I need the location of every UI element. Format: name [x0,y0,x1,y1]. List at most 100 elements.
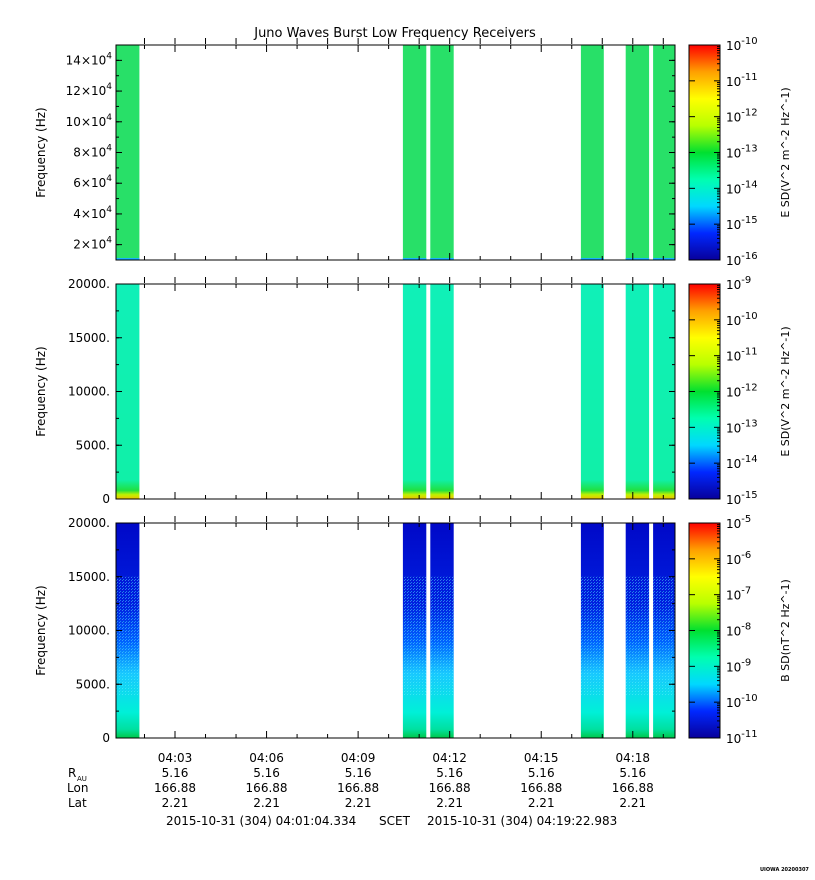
footer-scet-label: SCET [379,814,411,828]
y-tick-label: 6×104 [73,174,112,190]
spectrogram-noise [430,576,454,695]
footer-end-time: 2015-10-31 (304) 04:19:22.983 [427,814,617,828]
spectrogram-burst [625,284,650,499]
ephemeris-lon-value: 166.88 [337,781,379,795]
x-tick-label: 04:03 [158,751,193,765]
y-tick-label: 10000. [68,624,110,638]
colorbar-tick-label: 10-9 [726,657,751,674]
ephemeris-lon-value: 166.88 [612,781,654,795]
chart-title: Juno Waves Burst Low Frequency Receivers [253,26,536,41]
ephemeris-r-value: 5.16 [528,766,555,780]
y-tick-label: 10000. [68,385,110,399]
colorbar-tick-label: 10-12 [726,383,758,400]
spectrogram-noise [116,576,140,695]
ephemeris-lat-value: 2.21 [528,796,555,810]
x-tick-label: 04:09 [341,751,376,765]
colorbar-tick-label: 10-5 [726,514,751,531]
y-tick-label: 8×104 [73,144,112,160]
colorbar-tick-label: 10-15 [726,215,758,232]
panel-e-field-high: 2×104 4×104 6×104 8×104 10×104 12×104 14×104 Fr… [34,36,792,268]
colorbar-tick-label: 10-12 [726,108,758,125]
ephemeris-r-value: 5.16 [436,766,463,780]
y-tick-label: 15000. [68,570,110,584]
colorbar-tick-label: 10-10 [726,36,758,53]
spectrogram-burst [116,45,140,260]
y-tick-label: 20000. [68,516,110,530]
colorbar-tick-label: 10-11 [726,729,758,746]
ephemeris-lon-label: Lon [67,781,88,795]
spectrogram-burst [580,45,604,260]
panel-e-field-low: 0 5000. 10000. 15000. 20000. Frequency (Hz) 10… [34,275,792,507]
y-tick-label: 0 [102,492,110,506]
spectrogram-burst [402,45,427,260]
ephemeris-r-value: 5.16 [162,766,189,780]
colorbar-tick-label: 10-11 [726,72,758,89]
spectrogram-low-band [430,258,454,260]
colorbar-tick-label: 10-10 [726,311,758,328]
colorbar-tick-label: 10-15 [726,490,758,507]
y-tick-label: 20000. [68,277,110,291]
spectrogram-burst [625,45,650,260]
colorbar-tick-label: 10-16 [726,251,758,268]
colorbar-tick-label: 10-11 [726,347,758,364]
y-tick-label: 12×104 [66,82,113,98]
ephemeris-r-value: 5.16 [345,766,372,780]
y-tick-label: 5000. [76,677,110,691]
spectrogram-low-band [402,258,427,260]
panel-b-field-low: 0 5000. 10000. 15000. 20000. Frequency (Hz) 10… [34,514,792,746]
colorbar-tick-label: 10-10 [726,693,758,710]
colorbar-tick-label: 10-13 [726,418,758,435]
y-axis-label: Frequency (Hz) [34,346,48,437]
spectrogram-low-band [653,258,675,260]
colorbar-label: E SD(V^2 m^-2 Hz^-1) [779,87,792,217]
ephemeris-lat-value: 2.21 [253,796,280,810]
colorbar-tick-label: 10-6 [726,550,751,567]
y-axis-label: Frequency (Hz) [34,107,48,198]
colorbar-label: B SD(nT^2 Hz^-1) [779,579,792,682]
spectrogram-noise [580,576,604,695]
spectrogram-low-band [625,258,650,260]
spectrogram-low-band [580,258,604,260]
x-tick-label: 04:06 [249,751,284,765]
y-tick-label: 4×104 [73,205,112,221]
ephemeris-lat-value: 2.21 [162,796,189,810]
colorbar-label: E SD(V^2 m^-2 Hz^-1) [779,326,792,456]
spectrogram-burst [402,284,427,499]
ephemeris-lon-value: 166.88 [429,781,471,795]
ephemeris-lat-label: Lat [68,796,87,810]
ephemeris-lat-value: 2.21 [345,796,372,810]
spectrogram-burst [430,284,454,499]
processing-stamp: UIOWA 20200307 [760,867,809,873]
ephemeris-r-subscript: AU [77,775,87,783]
ephemeris-lon-value: 166.88 [520,781,562,795]
ephemeris-lon-value: 166.88 [154,781,196,795]
ephemeris-r-value: 5.16 [253,766,280,780]
colorbar-tick-label: 10-13 [726,144,758,161]
ephemeris-r-value: 5.16 [619,766,646,780]
colorbar-tick-label: 10-7 [726,586,751,603]
ephemeris-r-label: R [68,766,76,780]
x-tick-label: 04:18 [615,751,650,765]
x-tick-label: 04:12 [432,751,467,765]
y-tick-label: 15000. [68,331,110,345]
y-axis-label: Frequency (Hz) [34,585,48,676]
y-tick-label: 10×104 [66,113,113,129]
spectrogram-noise [653,576,675,695]
ephemeris-lat-value: 2.21 [436,796,463,810]
spectrogram-noise [402,576,427,695]
spectrogram-burst [580,284,604,499]
footer-time-range: 2015-10-31 (304) 04:01:04.334 SCET 2015-… [166,814,617,828]
spectrogram-burst [430,45,454,260]
colorbar-tick-label: 10-14 [726,454,758,471]
footer-start-time: 2015-10-31 (304) 04:01:04.334 [166,814,356,828]
x-tick-label: 04:15 [524,751,559,765]
colorbar-tick-label: 10-9 [726,275,751,292]
y-tick-label: 14×104 [66,51,113,67]
y-tick-label: 5000. [76,438,110,452]
ephemeris-lat-value: 2.21 [619,796,646,810]
ephemeris-table: R AU Lon Lat 04:035.16166.882.2104:065.1… [67,751,654,810]
y-tick-label: 0 [102,731,110,745]
colorbar-tick-label: 10-8 [726,622,751,639]
spectrogram-noise [625,576,650,695]
ephemeris-lon-value: 166.88 [246,781,288,795]
